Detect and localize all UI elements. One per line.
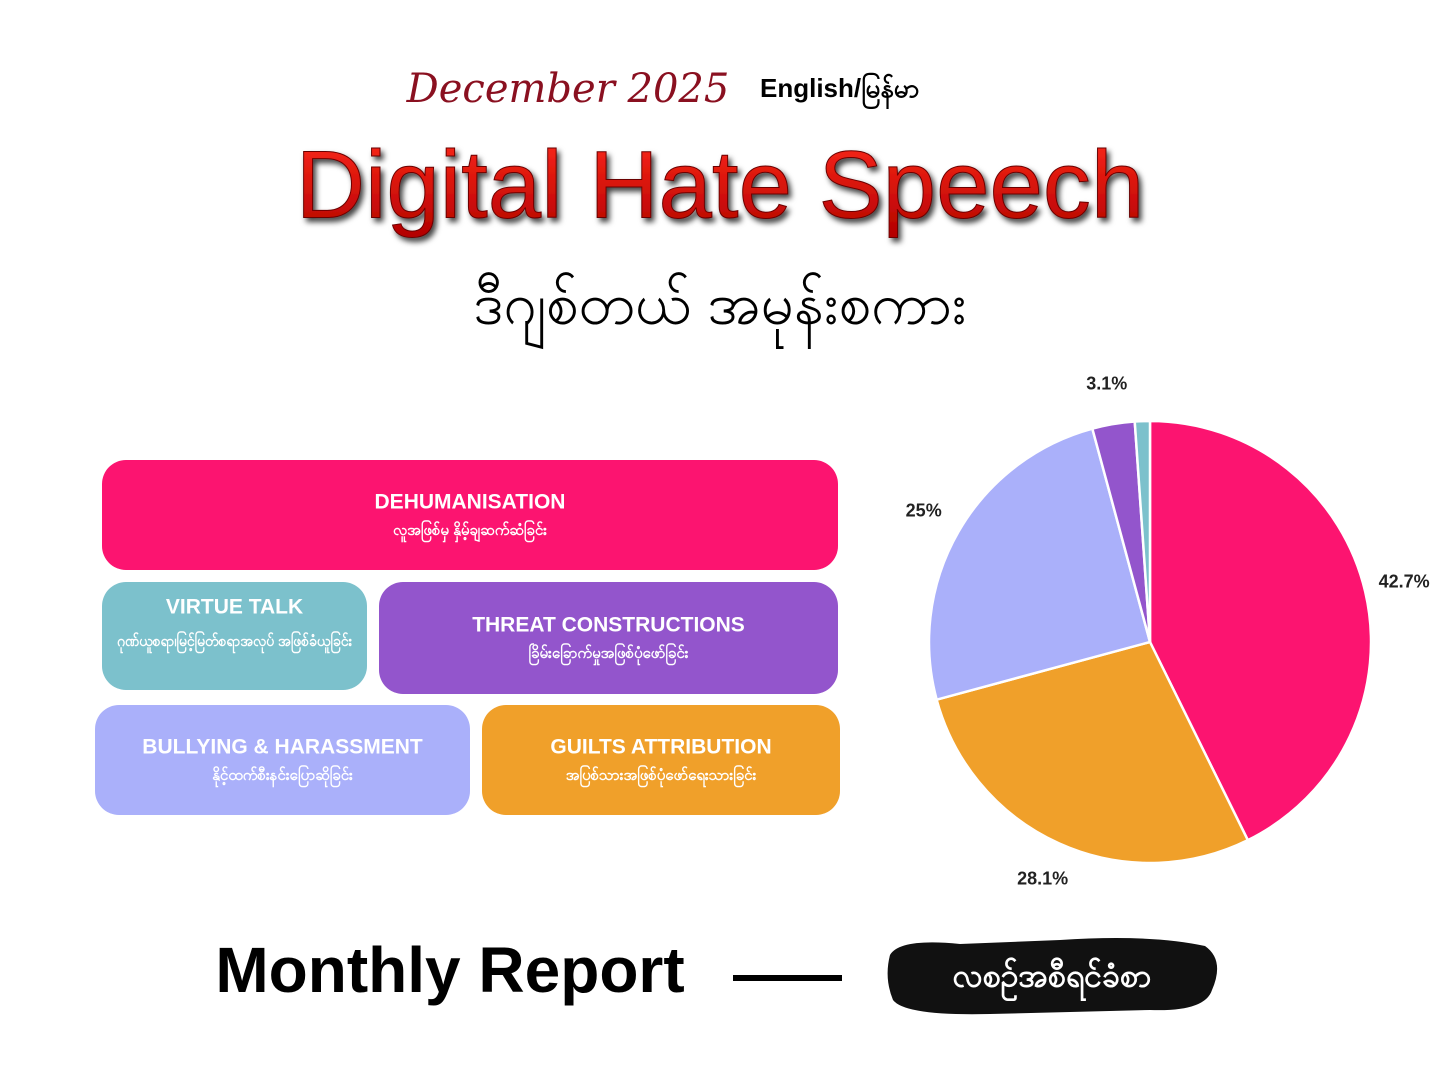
title: Digital Hate Speech (296, 131, 1144, 238)
language-switch[interactable]: English/မြန်မာ (760, 71, 919, 110)
brush-badge (887, 938, 1218, 1015)
pie-slice (927, 427, 1152, 702)
slice-label: 42.7% (1379, 571, 1430, 591)
legend-label: THREAT CONSTRUCTIONS (472, 614, 745, 637)
legend-box (379, 582, 838, 694)
slice-label: 28.1% (1017, 869, 1068, 889)
legend-label: BULLYING & HARASSMENT (142, 736, 423, 759)
legend-box (102, 582, 367, 690)
slice-label: 25% (906, 501, 942, 521)
pie-slice (935, 640, 1250, 865)
legend-box (482, 705, 840, 815)
legend-box (102, 460, 838, 570)
legend-label: VIRTUE TALK (166, 596, 303, 619)
legend-box (95, 705, 470, 815)
footer-title: Monthly Report (215, 934, 684, 1006)
slice-label: 3.1% (1086, 373, 1127, 393)
pie-slice (1133, 419, 1152, 643)
legend-label: DEHUMANISATION (375, 491, 566, 514)
pie-slice (1148, 419, 1373, 842)
date: December 2025 (406, 66, 730, 112)
legend-label: GUILTS ATTRIBUTION (550, 736, 771, 759)
title-myanmar: ဒီဂျစ်တယ် အမုန်းစကား (473, 271, 966, 349)
pie-chart: 42.7% 28.1% 25% 3.1% (906, 373, 1430, 888)
